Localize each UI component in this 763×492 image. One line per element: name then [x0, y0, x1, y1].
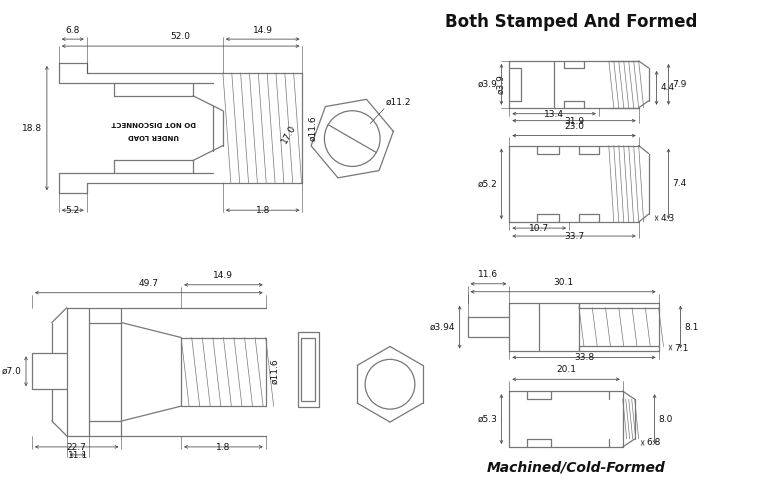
Text: 10.7: 10.7 — [530, 224, 549, 233]
Text: 8.1: 8.1 — [684, 323, 699, 332]
Text: 30.1: 30.1 — [553, 278, 573, 287]
Text: ø5.2: ø5.2 — [478, 180, 497, 188]
Text: 14.9: 14.9 — [214, 271, 233, 280]
Text: ø7.0: ø7.0 — [2, 367, 22, 376]
Text: ø3.9: ø3.9 — [478, 80, 497, 89]
Text: 49.7: 49.7 — [139, 279, 159, 288]
Text: 11.1: 11.1 — [68, 451, 88, 460]
Text: 7.9: 7.9 — [672, 80, 687, 89]
Text: 33.8: 33.8 — [574, 353, 594, 363]
Text: 14.9: 14.9 — [253, 26, 272, 35]
Text: Machined/Cold-Formed: Machined/Cold-Formed — [487, 461, 665, 475]
Bar — [298, 332, 320, 406]
Text: ø11.6: ø11.6 — [271, 359, 280, 384]
Text: UNDER LOAD: UNDER LOAD — [127, 133, 179, 139]
Text: 4.3: 4.3 — [661, 214, 674, 223]
Text: DO NOT DISCONNECT: DO NOT DISCONNECT — [111, 120, 195, 125]
Text: Both Stamped And Formed: Both Stamped And Formed — [445, 13, 697, 31]
Text: ø11.6: ø11.6 — [308, 116, 317, 141]
Text: 6.8: 6.8 — [646, 438, 661, 447]
Text: 1.8: 1.8 — [256, 206, 270, 215]
Text: ø3.9: ø3.9 — [497, 74, 505, 94]
Text: 13.4: 13.4 — [544, 110, 564, 119]
Text: 11.6: 11.6 — [478, 270, 498, 279]
Text: ø3.94: ø3.94 — [430, 323, 456, 332]
Text: 22.7: 22.7 — [67, 443, 87, 452]
Text: 8.0: 8.0 — [658, 415, 673, 424]
Text: 7.4: 7.4 — [672, 180, 687, 188]
Text: 6.8: 6.8 — [66, 26, 80, 35]
Text: 31.9: 31.9 — [564, 117, 584, 125]
Text: 5.2: 5.2 — [66, 206, 80, 215]
Text: 17.0: 17.0 — [280, 123, 298, 145]
Text: 23.0: 23.0 — [564, 122, 584, 130]
Text: ø11.2: ø11.2 — [386, 98, 411, 107]
Text: 18.8: 18.8 — [22, 123, 42, 133]
Text: 4.4: 4.4 — [661, 83, 674, 92]
Text: 1.8: 1.8 — [216, 443, 230, 452]
Text: 33.7: 33.7 — [564, 232, 584, 241]
Text: 52.0: 52.0 — [171, 32, 191, 41]
Text: ø5.3: ø5.3 — [478, 415, 497, 424]
Bar — [301, 338, 315, 400]
Text: 7.1: 7.1 — [674, 344, 689, 353]
Text: 20.1: 20.1 — [556, 365, 576, 374]
